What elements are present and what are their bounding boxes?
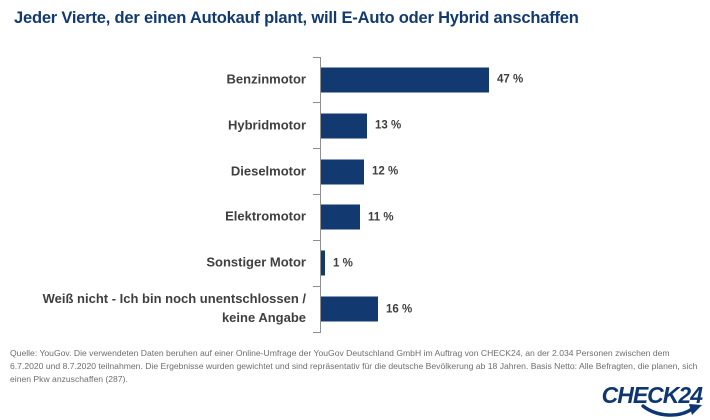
bar-row: Weiß nicht - Ich bin noch unentschlossen… [0, 286, 710, 332]
bar [321, 113, 367, 139]
bar-row: Hybridmotor 13 % [0, 103, 710, 149]
value-label: 11 % [368, 211, 394, 224]
bar [321, 204, 360, 230]
category-label: Dieselmotor [230, 163, 306, 179]
bar-row: Elektromotor 11 % [0, 194, 710, 240]
category-label: Elektromotor [225, 208, 306, 224]
bar-group: 13 % [321, 113, 402, 139]
axis-tick [313, 56, 321, 58]
axis-tick [313, 331, 321, 333]
bar-row: Dieselmotor 12 % [0, 149, 710, 195]
axis-tick [313, 148, 321, 150]
category-label: Benzinmotor [226, 71, 306, 87]
bar-group: 11 % [321, 204, 394, 230]
axis-tick [313, 239, 321, 241]
value-label: 13 % [375, 119, 402, 132]
chart-title: Jeder Vierte, der einen Autokauf plant, … [14, 9, 579, 27]
bar [321, 67, 489, 93]
category-label: Hybridmotor [228, 117, 306, 133]
bar-group: 47 % [321, 67, 524, 93]
check24-logo-text: CHECK24 [601, 382, 703, 408]
source-line: Quelle: YouGov. Die verwendeten Daten be… [10, 348, 670, 358]
bar-group: 16 % [321, 296, 413, 322]
value-label: 16 % [386, 303, 413, 316]
bar [321, 159, 364, 185]
source-text: Quelle: YouGov. Die verwendeten Daten be… [10, 347, 706, 386]
axis-tick [313, 194, 321, 195]
bar-row: Sonstiger Motor 1 % [0, 240, 710, 286]
value-label: 47 % [497, 73, 524, 86]
bar [321, 296, 378, 322]
bar-chart: Benzinmotor 47 % Hybridmotor 13 % Diesel… [0, 56, 710, 333]
axis-tick [313, 102, 321, 104]
value-label: 1 % [333, 257, 353, 270]
bar-group: 1 % [321, 250, 353, 276]
source-line: 6.7.2020 und 8.7.2020 teilnahmen. Die Er… [10, 361, 698, 371]
check24-logo: CHECK24 [590, 382, 703, 417]
value-label: 12 % [372, 165, 399, 178]
source-line: einen Pkw anzuschaffen (287). [10, 374, 128, 384]
category-label: Sonstiger Motor [206, 254, 306, 270]
bar-group: 12 % [321, 159, 399, 185]
axis-tick [313, 285, 321, 287]
bar-row: Benzinmotor 47 % [0, 57, 710, 103]
category-label: Weiß nicht - Ich bin noch unentschlossen… [42, 291, 306, 326]
logo-swoosh-icon [641, 404, 702, 417]
bar [321, 250, 325, 276]
